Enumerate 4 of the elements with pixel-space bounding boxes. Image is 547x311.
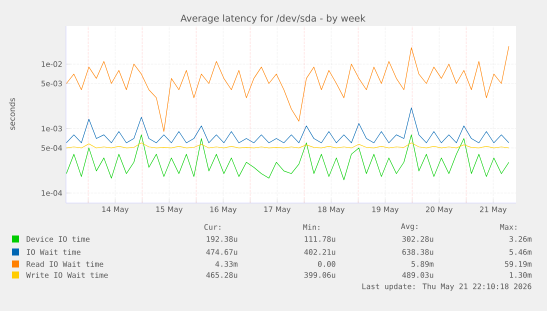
line-series bbox=[66, 107, 510, 144]
line-series bbox=[66, 46, 510, 132]
chart-title: Average latency for /dev/sda - by week bbox=[180, 14, 366, 24]
line-series bbox=[66, 134, 510, 180]
